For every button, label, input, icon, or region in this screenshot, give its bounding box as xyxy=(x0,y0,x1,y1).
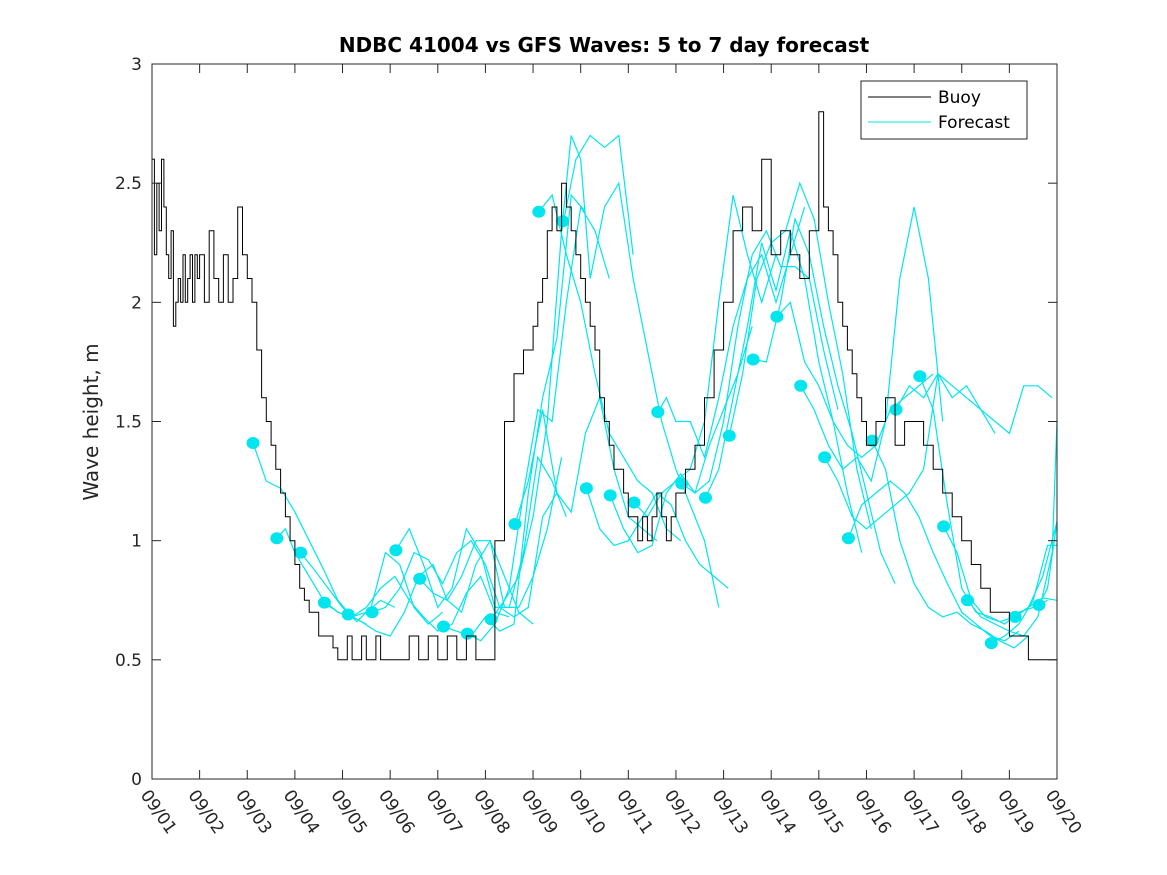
y-tick-label: 3 xyxy=(131,55,142,75)
y-tick-label: 2 xyxy=(131,293,142,313)
forecast-start-marker-17 xyxy=(627,496,641,509)
forecast-line-6 xyxy=(371,492,558,618)
forecast-start-marker-18 xyxy=(651,406,665,418)
forecast-start-marker-12 xyxy=(508,518,522,530)
forecast-line-18 xyxy=(657,206,806,460)
forecast-start-marker-5 xyxy=(341,608,355,621)
forecast-start-marker-31 xyxy=(961,594,974,607)
forecast-line-31 xyxy=(967,421,1058,637)
forecast-start-marker-32 xyxy=(984,637,998,650)
forecast-line-24 xyxy=(800,206,944,483)
forecast-start-marker-19 xyxy=(675,477,689,490)
forecast-start-marker-23 xyxy=(770,310,784,323)
forecast-line-21 xyxy=(728,181,872,529)
forecast-start-marker-14 xyxy=(556,215,570,228)
forecast-start-marker-13 xyxy=(532,205,546,218)
y-tick-label: 0 xyxy=(131,770,142,790)
forecast-line-25 xyxy=(824,372,996,530)
y-axis-label: Wave height, m xyxy=(79,343,103,500)
forecast-line-16 xyxy=(609,326,753,554)
forecast-line-34 xyxy=(1038,521,1058,606)
forecast-line-23 xyxy=(776,301,934,459)
forecast-start-marker-26 xyxy=(841,532,855,545)
forecast-start-marker-25 xyxy=(818,451,832,464)
buoy-series-group xyxy=(152,111,1057,661)
forecast-start-marker-29 xyxy=(913,370,927,383)
forecast-line-7 xyxy=(395,455,567,609)
forecast-line-19 xyxy=(681,229,839,494)
forecast-start-marker-10 xyxy=(460,627,474,640)
forecast-start-marker-8 xyxy=(413,572,427,585)
forecast-line-8 xyxy=(419,457,563,609)
forecast-start-marker-33 xyxy=(1008,610,1022,623)
forecast-line-30 xyxy=(943,521,1058,623)
forecast-start-marker-16 xyxy=(603,489,617,502)
forecast-line-14 xyxy=(562,135,720,608)
legend: Buoy Forecast xyxy=(860,80,1028,140)
forecast-start-marker-6 xyxy=(365,606,379,619)
y-tick-label: 1.5 xyxy=(115,413,142,433)
y-tick-label: 1 xyxy=(131,532,142,552)
forecast-start-marker-20 xyxy=(699,491,712,504)
forecast-start-marker-24 xyxy=(794,379,808,392)
forecast-start-marker-2 xyxy=(270,532,284,545)
forecast-line-26 xyxy=(847,480,1020,642)
legend-label-buoy: Buoy xyxy=(938,88,981,108)
y-tick-label: 0.5 xyxy=(115,651,142,671)
legend-box xyxy=(860,80,1028,140)
legend-label-forecast: Forecast xyxy=(938,113,1010,133)
chart-title: NDBC 41004 vs GFS Waves: 5 to 7 day fore… xyxy=(339,33,870,57)
forecast-line-32 xyxy=(991,544,1057,644)
forecast-start-marker-21 xyxy=(722,429,736,442)
forecast-line-12 xyxy=(514,395,658,542)
forecast-start-marker-27 xyxy=(865,434,879,447)
forecast-start-marker-22 xyxy=(746,353,760,366)
forecast-start-marker-3 xyxy=(294,546,308,559)
forecast-line-5 xyxy=(347,539,534,637)
forecast-start-marker-30 xyxy=(937,520,951,533)
buoy-line xyxy=(152,111,1057,661)
forecast-start-marker-4 xyxy=(317,596,331,609)
forecast-start-marker-28 xyxy=(889,403,903,416)
forecast-start-marker-9 xyxy=(437,620,450,633)
forecast-start-marker-7 xyxy=(389,544,403,557)
forecast-start-marker-11 xyxy=(484,613,498,626)
forecast-start-marker-1 xyxy=(246,437,260,449)
forecast-start-marker-15 xyxy=(579,482,593,495)
forecast-line-20 xyxy=(704,228,863,553)
forecast-line-28 xyxy=(895,372,1053,435)
forecast-start-marker-34 xyxy=(1032,599,1046,611)
y-tick-label: 2.5 xyxy=(115,174,142,194)
forecast-line-27 xyxy=(871,440,1029,649)
